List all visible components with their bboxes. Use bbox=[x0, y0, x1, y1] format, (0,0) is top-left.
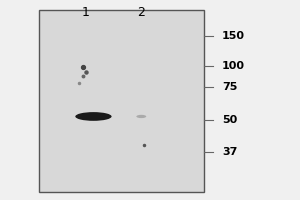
Text: 150: 150 bbox=[222, 31, 245, 41]
Ellipse shape bbox=[75, 112, 112, 121]
Text: 75: 75 bbox=[222, 82, 237, 92]
Text: 1: 1 bbox=[81, 6, 89, 19]
Text: 2: 2 bbox=[137, 6, 145, 19]
Text: 50: 50 bbox=[222, 115, 237, 125]
Bar bbox=[39, 10, 204, 192]
Text: 100: 100 bbox=[222, 61, 245, 71]
Ellipse shape bbox=[136, 115, 146, 118]
Text: 37: 37 bbox=[222, 147, 237, 157]
